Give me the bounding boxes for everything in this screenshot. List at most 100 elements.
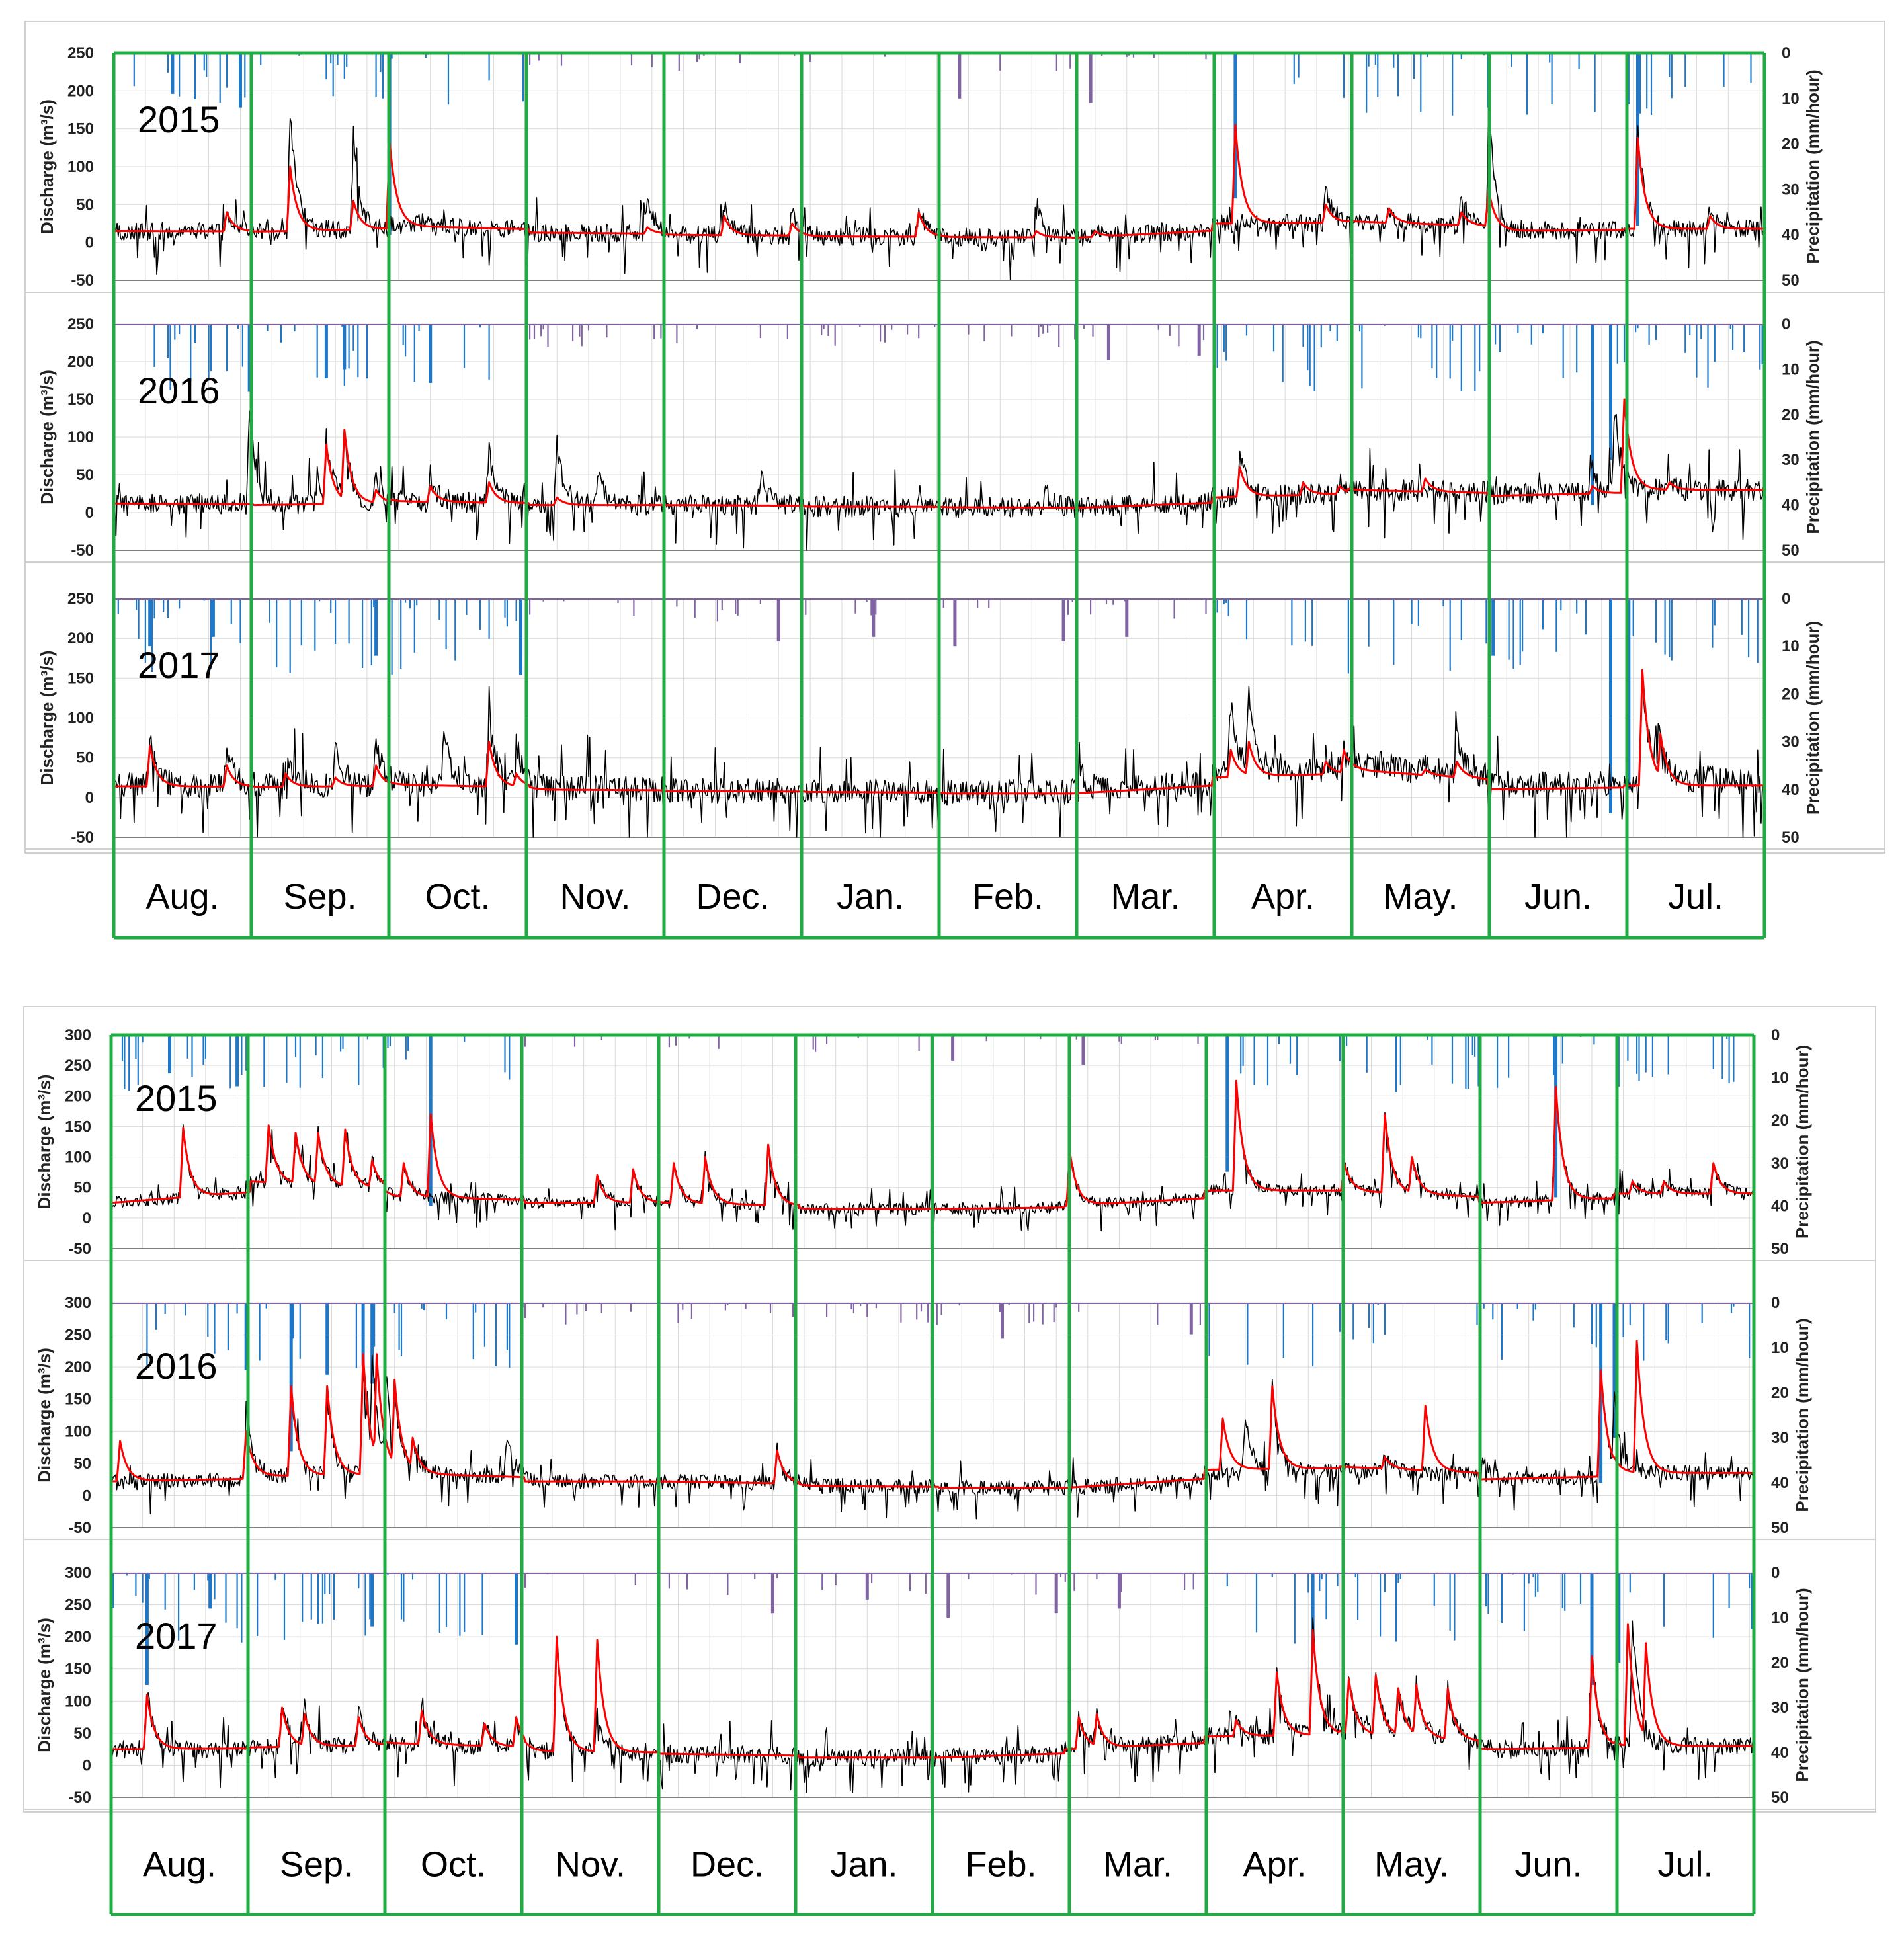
y2-axis-ticks: 0 10 20 30 40 50 (1771, 1294, 1789, 1537)
precip-peak-bar (1089, 53, 1093, 103)
y2-axis-title: Precipitation (mm/hour) (1803, 621, 1823, 815)
y-tick-label: 150 (65, 1661, 91, 1678)
month-label: Apr. (1243, 1845, 1306, 1885)
y2-tick-label: 50 (1771, 1789, 1789, 1807)
y-tick-label: 0 (83, 1756, 91, 1774)
y-axis-title: Discharge (m³/s) (37, 99, 57, 234)
precip-peak-bar (1591, 324, 1594, 505)
precip-peak-bar (343, 324, 347, 370)
month-label: Oct. (425, 877, 490, 917)
y2-tick-label: 10 (1782, 90, 1800, 108)
y-tick-label: 150 (67, 120, 94, 138)
y-tick-label: 250 (67, 315, 94, 333)
month-label: May. (1374, 1845, 1449, 1885)
y2-tick-label: 50 (1782, 542, 1800, 559)
precip-rain-series (114, 598, 1764, 813)
y2-axis-ticks: 0 10 20 30 40 50 (1782, 44, 1800, 290)
y2-tick-label: 30 (1771, 1699, 1789, 1717)
month-label: Nov. (559, 877, 630, 917)
y-axis-title: Discharge (m³/s) (34, 1618, 54, 1752)
precip-peak-bar (171, 53, 175, 94)
precip-peak-bar (946, 1573, 950, 1618)
y2-tick-label: 40 (1782, 226, 1800, 244)
month-label: Mar. (1110, 877, 1180, 917)
y-tick-label: 100 (67, 158, 94, 176)
y2-tick-label: 30 (1782, 181, 1800, 198)
month-label: Jun. (1514, 1845, 1582, 1885)
year-label: 2017 (138, 644, 220, 686)
year-label: 2015 (138, 99, 220, 140)
y-tick-label: 50 (76, 466, 94, 484)
precip-peak-bar (1617, 1573, 1621, 1663)
precip-peak-bar (1491, 598, 1495, 656)
y-tick-label: 0 (83, 1487, 91, 1504)
y-tick-label: 100 (67, 429, 94, 446)
month-label: Dec. (690, 1845, 764, 1885)
year-label: 2017 (135, 1615, 218, 1657)
month-label: Apr. (1251, 877, 1315, 917)
y2-axis-ticks: 0 10 20 30 40 50 (1782, 315, 1800, 559)
y-tick-label: 250 (67, 590, 94, 608)
precip-peak-bar (1125, 598, 1129, 637)
y-tick-label: -50 (71, 542, 94, 559)
y-tick-label: 50 (73, 1725, 91, 1743)
month-label: Mar. (1103, 1845, 1173, 1885)
y2-tick-label: 20 (1782, 406, 1800, 424)
y-tick-label: -50 (68, 1240, 91, 1258)
precip-peak-bar (324, 324, 328, 379)
month-label: Jun. (1524, 877, 1592, 917)
y-axis-ticks: -50 0 50 100 150 200 250 (67, 315, 94, 559)
chart-panel-bottom-2017: -50 0 50 100 150 200 250 300 0 10 20 30 40 50 Discharg… (24, 1564, 1876, 1810)
y-tick-label: 50 (73, 1179, 91, 1197)
chart-panel-top-2017: -50 0 50 100 150 200 250 0 10 20 30 40 50 Discharge (… (25, 590, 1885, 850)
month-label: Feb. (972, 877, 1044, 917)
precip-peak-bar (1609, 598, 1612, 813)
precip-peak-bar (515, 1573, 518, 1645)
y-tick-label: 50 (73, 1455, 91, 1473)
y2-axis-title: Precipitation (mm/hour) (1792, 1045, 1812, 1239)
outer-border (23, 1006, 1876, 1813)
y2-axis-ticks: 0 10 20 30 40 50 (1782, 590, 1800, 846)
y2-tick-label: 50 (1782, 829, 1800, 846)
y2-tick-label: 10 (1782, 360, 1800, 378)
y-tick-label: 250 (65, 1057, 91, 1075)
precip-peak-bar (1189, 1303, 1193, 1335)
year-label: 2016 (138, 370, 220, 411)
precip-peak-bar (1609, 324, 1612, 460)
y-tick-label: 250 (67, 44, 94, 62)
precip-peak-bar (1117, 1573, 1121, 1609)
y2-tick-label: 20 (1771, 1654, 1789, 1672)
month-label: Aug. (145, 877, 219, 917)
precip-peak-bar (865, 1573, 869, 1600)
y2-tick-label: 30 (1782, 733, 1800, 751)
precip-peak-bar (1612, 1303, 1616, 1438)
month-label: Sep. (280, 1845, 353, 1885)
y-tick-label: 200 (65, 1358, 91, 1376)
precip-peak-bar (429, 324, 433, 383)
y-tick-label: -50 (71, 829, 94, 846)
chart-panel-top-2015: -50 0 50 100 150 200 250 0 10 20 30 40 50 Discharge (… (25, 44, 1885, 293)
y2-tick-label: 10 (1771, 1069, 1789, 1087)
y2-tick-label: 30 (1771, 1429, 1789, 1447)
y-axis-title: Discharge (m³/s) (37, 651, 57, 786)
year-label: 2016 (135, 1345, 218, 1387)
y-tick-label: 100 (65, 1692, 91, 1710)
precip-peak-bar (244, 1303, 248, 1370)
y2-tick-label: 20 (1782, 685, 1800, 703)
y-tick-label: 50 (76, 749, 94, 767)
precip-peak-bar (770, 1573, 774, 1614)
y-axis-title: Discharge (m³/s) (34, 1075, 54, 1210)
y-tick-label: 150 (65, 1118, 91, 1135)
chart-panel-bottom-2016: -50 0 50 100 150 200 250 300 0 10 20 30 40 50 Discharg… (24, 1294, 1876, 1540)
month-label: Jul. (1668, 877, 1723, 917)
y2-tick-label: 0 (1771, 1564, 1780, 1582)
month-label: Aug. (143, 1845, 216, 1885)
y-tick-label: -50 (68, 1789, 91, 1807)
precip-peak-bar (1590, 1573, 1594, 1685)
y-tick-label: -50 (71, 272, 94, 290)
y2-axis-title: Precipitation (mm/hour) (1803, 340, 1823, 534)
precip-peak-bar (1627, 598, 1631, 790)
precip-peak-bar (1106, 324, 1110, 360)
y-tick-label: 0 (85, 789, 94, 807)
